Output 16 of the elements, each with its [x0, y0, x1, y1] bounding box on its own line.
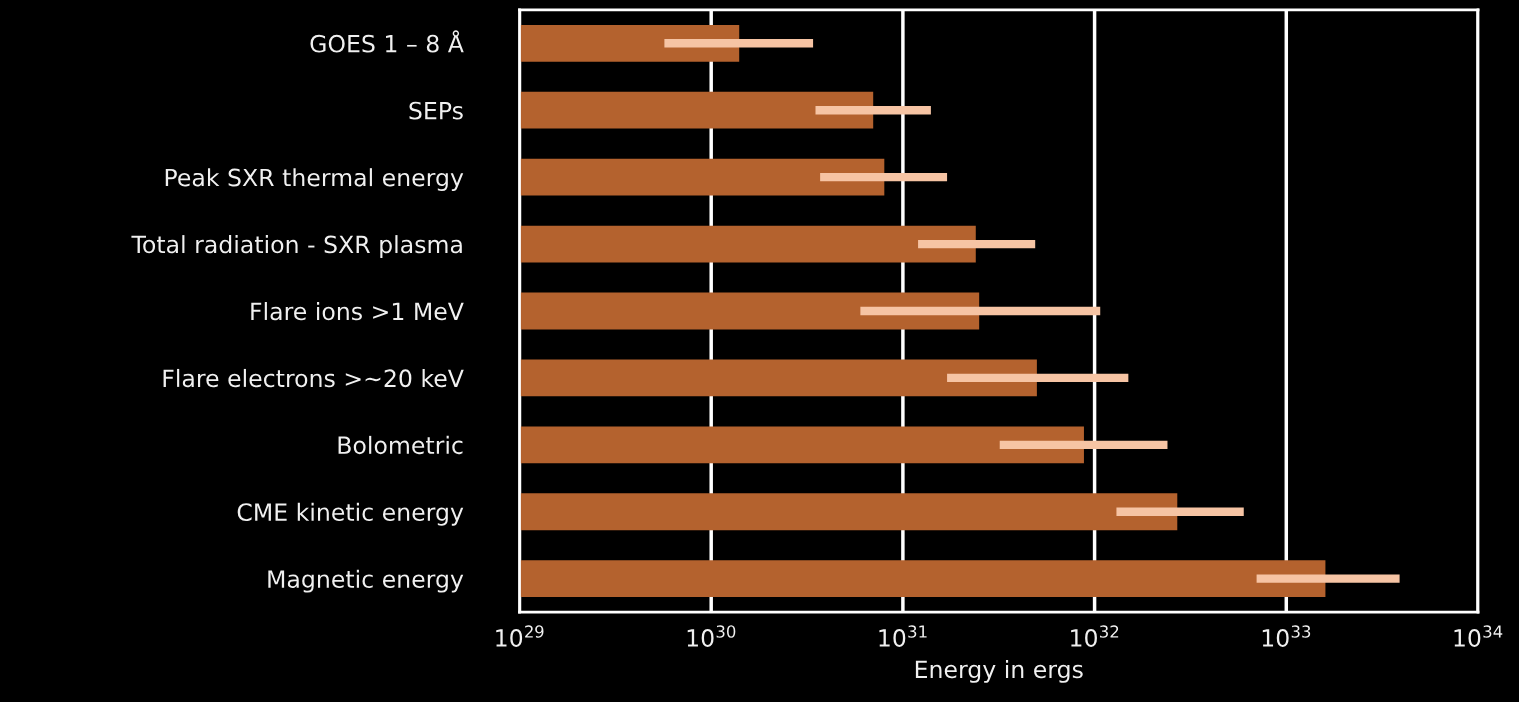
x-tick-label: 10$^{29}$ [496, 625, 544, 647]
y-tick-label: Flare ions >1 MeV [251, 302, 464, 321]
x-tick-label: 10$^{33}$ [1262, 625, 1311, 647]
y-tick-label: Peak SXR thermal energy [165, 168, 464, 192]
x-tick-label: 10$^{31}$ [879, 625, 927, 647]
y-tick-label: Flare electrons >~20 keV [163, 368, 464, 388]
x-tick-label: 10$^{32}$ [1071, 625, 1119, 647]
x-tick-label: 10$^{30}$ [687, 625, 736, 647]
x-axis-title: Energy in ergs [915, 660, 1083, 683]
y-tick-label: Total radiation - SXR plasma [131, 235, 462, 258]
y-tick-label: GOES 1 – 8 Å [310, 30, 464, 53]
y-tick-label: CME kinetic energy [237, 502, 464, 526]
y-tick-label: Bolometric [338, 435, 463, 455]
y-tick-label: Magnetic energy [268, 569, 464, 593]
x-tick-label: 10$^{34}$ [1454, 625, 1503, 647]
y-tick-label: SEPs [409, 101, 463, 120]
